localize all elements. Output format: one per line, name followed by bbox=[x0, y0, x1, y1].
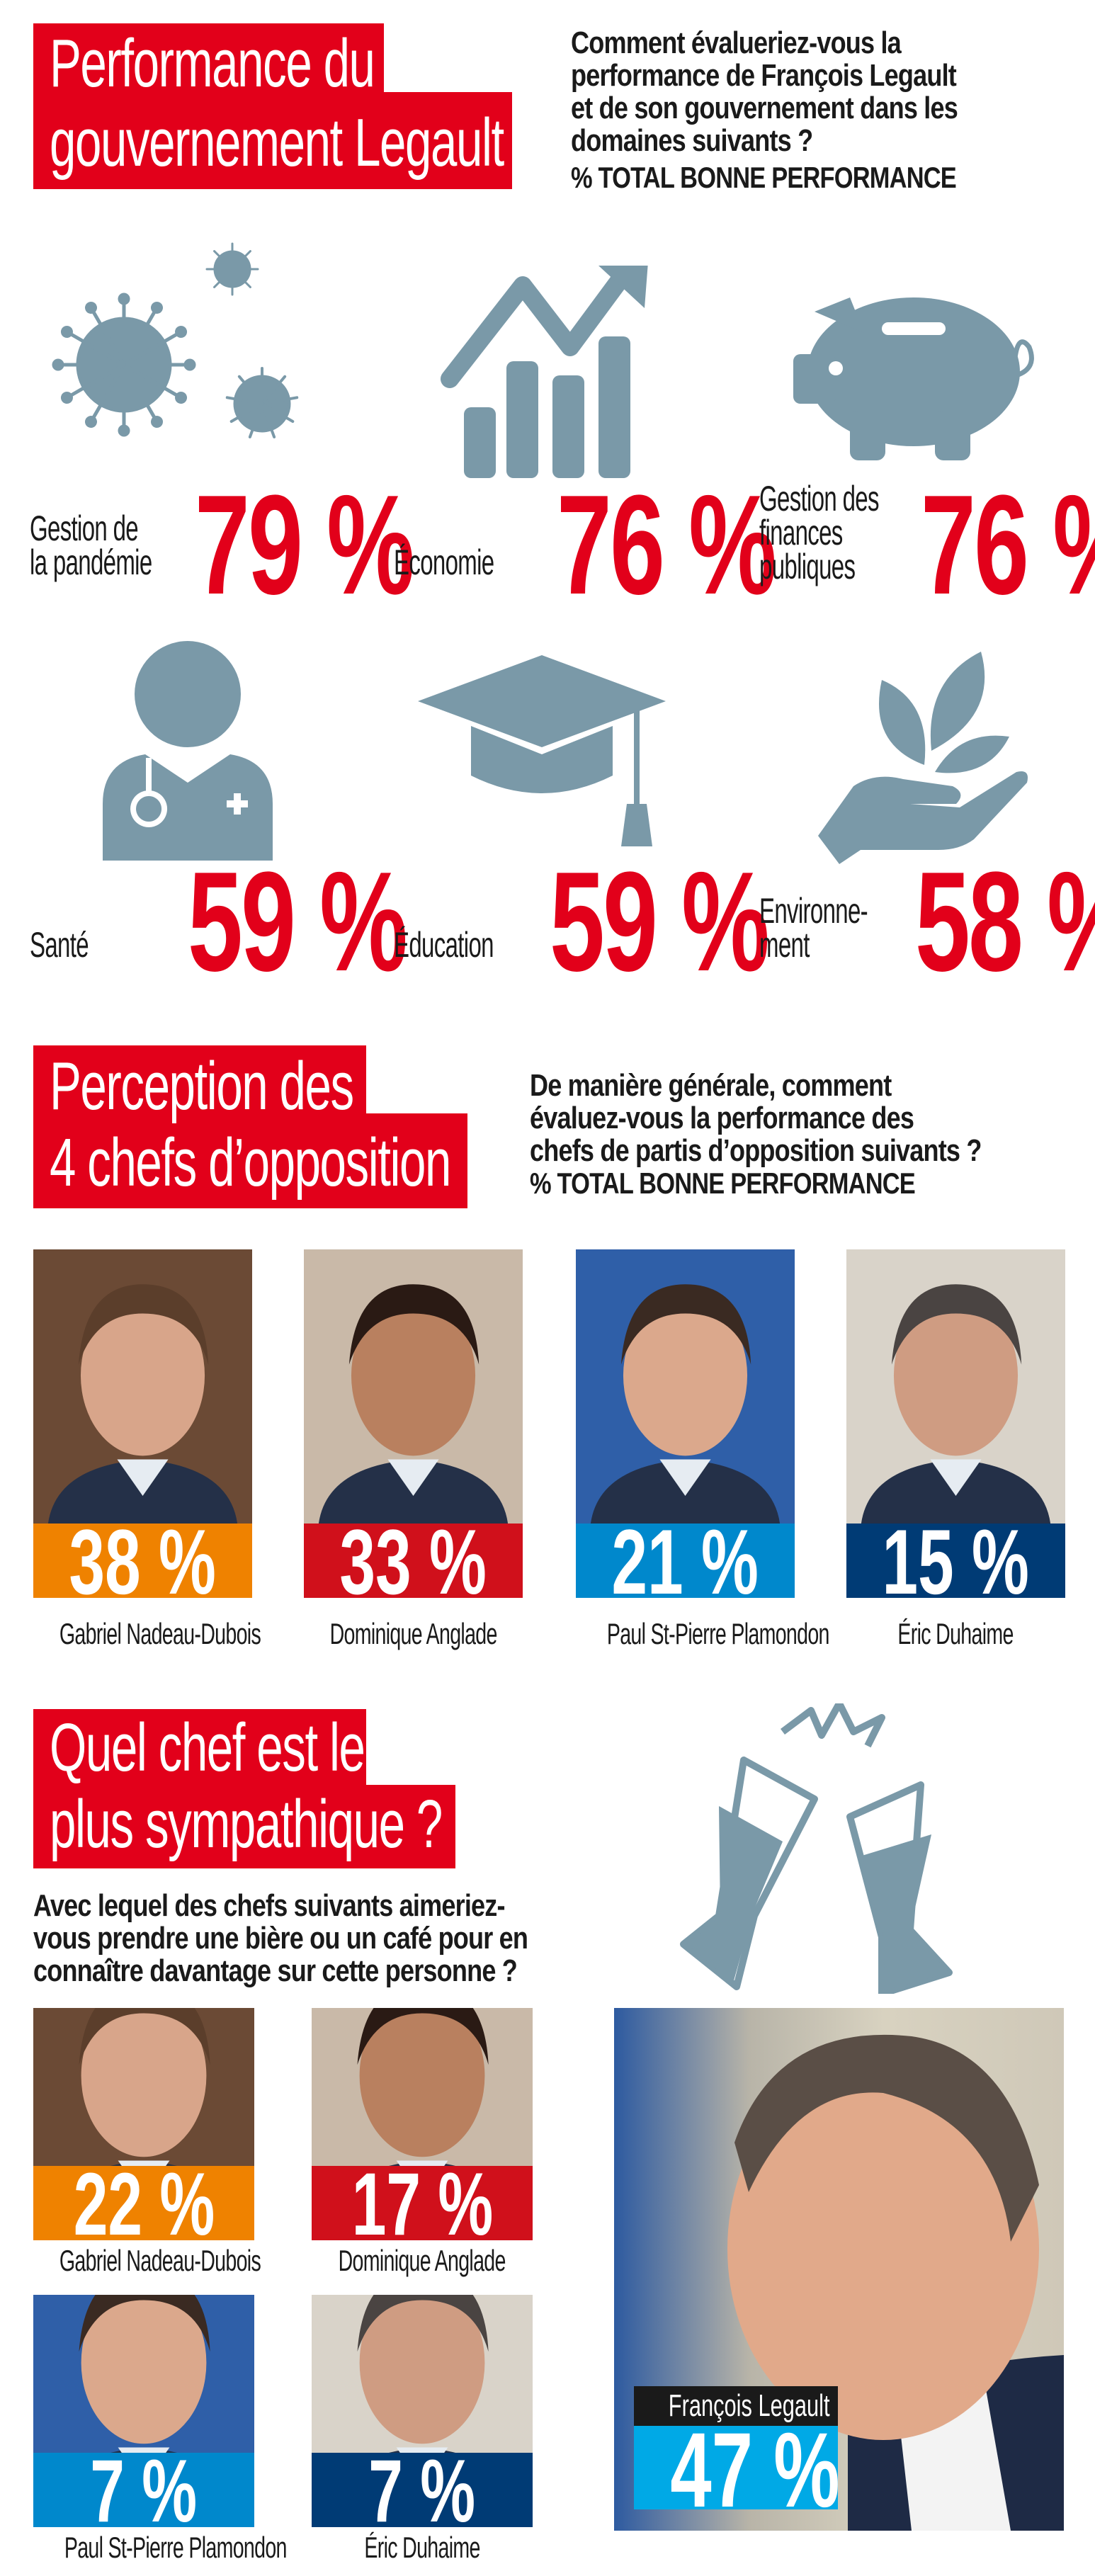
leader-name: Dominique Anglade bbox=[329, 1617, 497, 1650]
cheers-glasses-icon bbox=[680, 1703, 953, 1994]
section-title-line1: Performance du bbox=[50, 25, 375, 101]
section-title-line2: 4 chefs d’opposition bbox=[50, 1125, 451, 1201]
domain-label: Gestion de la pandémie bbox=[30, 509, 152, 582]
leader-value: 38 % bbox=[69, 1524, 217, 1598]
survey-question: De manière générale, comment évaluez-vou… bbox=[530, 1068, 982, 1168]
domain-value: 59 % bbox=[188, 843, 408, 1001]
domain-value: 58 % bbox=[915, 843, 1095, 1001]
leader-photo-francois-legault bbox=[614, 2008, 1064, 2531]
leader-name: Paul St-Pierre Plamondon bbox=[64, 2531, 288, 2564]
leader-name: Dominique Anglade bbox=[338, 2244, 506, 2277]
leader-value: 21 % bbox=[611, 1524, 759, 1598]
winner-name: François Legault bbox=[668, 2388, 830, 2423]
winner-value: 47 % bbox=[670, 2426, 838, 2509]
title-background bbox=[33, 23, 384, 101]
leader-value: 17 % bbox=[351, 2166, 493, 2240]
leader-photo bbox=[304, 1249, 523, 1524]
leader-value: 15 % bbox=[882, 1524, 1030, 1598]
domain-label: Santé bbox=[30, 925, 89, 965]
leader-photo bbox=[312, 2008, 533, 2166]
leader-photo bbox=[846, 1249, 1065, 1524]
domain-label: Éducation bbox=[394, 925, 494, 965]
leader-value: 7 % bbox=[368, 2453, 476, 2527]
domain-value: 76 % bbox=[921, 466, 1095, 624]
title-background bbox=[33, 92, 512, 189]
survey-question: Avec lequel des chefs suivants aimeriez-… bbox=[33, 1888, 528, 1988]
leader-name: Gabriel Nadeau-Dubois bbox=[59, 1617, 261, 1650]
leader-value: 22 % bbox=[73, 2166, 215, 2240]
leader-value: 33 % bbox=[339, 1524, 487, 1598]
domain-value: 59 % bbox=[550, 843, 770, 1001]
domain-label: Environne-ment bbox=[759, 891, 868, 965]
section-title-line1: Quel chef est le bbox=[50, 1710, 365, 1786]
piggy-bank-icon bbox=[793, 297, 1034, 460]
graduation-cap-icon bbox=[418, 655, 666, 846]
title-background bbox=[33, 1709, 366, 1794]
virus-icon bbox=[50, 242, 312, 453]
domain-value: 79 % bbox=[195, 466, 415, 624]
leader-photo bbox=[312, 2295, 533, 2453]
title-background bbox=[33, 1045, 366, 1123]
leader-photo bbox=[33, 2295, 254, 2453]
leader-name: Gabriel Nadeau-Dubois bbox=[59, 2244, 261, 2277]
leader-photo bbox=[576, 1249, 795, 1524]
metric-label: % TOTAL BONNE PERFORMANCE bbox=[571, 161, 957, 194]
growth-chart-icon bbox=[441, 266, 648, 478]
plant-hand-icon bbox=[818, 652, 1028, 864]
section-title-line1: Perception des bbox=[50, 1048, 354, 1124]
section-title-line2: plus sympathique ? bbox=[50, 1786, 443, 1862]
leader-name: Paul St-Pierre Plamondon bbox=[606, 1617, 830, 1650]
domain-label: Économie bbox=[394, 543, 494, 582]
domain-label: Gestion des finances publiques bbox=[759, 479, 880, 586]
section-title-line2: gouvernement Legault bbox=[50, 105, 504, 181]
leader-name: Éric Duhaime bbox=[364, 2531, 480, 2564]
leader-photo bbox=[33, 1249, 252, 1524]
survey-question: Comment évalueriez-vous la performance d… bbox=[571, 25, 958, 158]
leader-name: Éric Duhaime bbox=[897, 1617, 1014, 1650]
leader-value: 7 % bbox=[90, 2453, 198, 2527]
metric-label: % TOTAL BONNE PERFORMANCE bbox=[530, 1167, 916, 1200]
leader-photo bbox=[33, 2008, 254, 2166]
title-background bbox=[33, 1785, 455, 1868]
domain-value: 76 % bbox=[557, 466, 777, 624]
doctor-icon bbox=[103, 641, 273, 861]
title-background bbox=[33, 1113, 467, 1208]
